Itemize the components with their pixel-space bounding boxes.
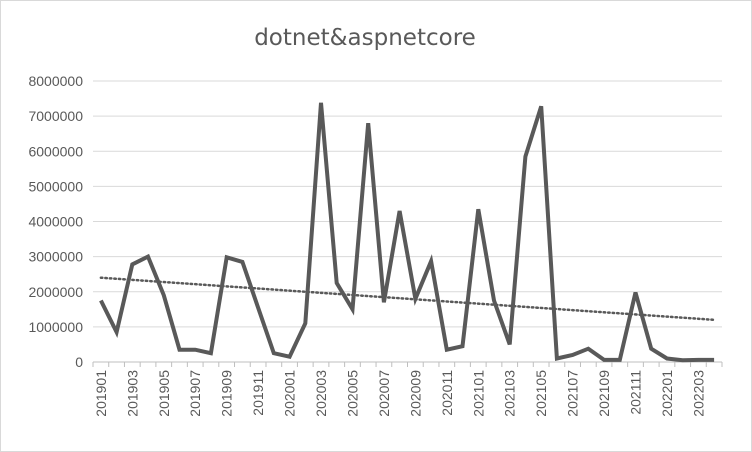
x-tick-label: 201909 <box>219 370 235 417</box>
y-tick-label: 6000000 <box>28 143 83 159</box>
y-tick-label: 1000000 <box>28 319 83 335</box>
x-tick-label: 201907 <box>187 370 203 417</box>
x-tick-label: 202005 <box>344 370 360 417</box>
x-tick-label: 202203 <box>690 370 706 417</box>
x-tick-label: 201905 <box>156 370 172 417</box>
gridlines <box>93 80 722 363</box>
x-tick-label: 201901 <box>93 370 109 417</box>
x-tick-label: 202109 <box>596 370 612 417</box>
y-tick-label: 7000000 <box>28 108 83 124</box>
x-tick-label: 202111 <box>628 370 644 415</box>
x-tick-label: 202105 <box>533 370 549 417</box>
x-tick-label: 202101 <box>470 370 486 417</box>
x-tick-label: 201903 <box>124 370 140 417</box>
x-tick-label: 201911 <box>250 370 266 416</box>
x-tick-label: 202001 <box>282 370 298 417</box>
y-tick-label: 2000000 <box>28 284 83 300</box>
y-tick-label: 8000000 <box>28 73 83 89</box>
series-group <box>99 102 715 363</box>
y-tick-label: 4000000 <box>28 214 83 230</box>
y-axis-ticks: 0 1000000 2000000 3000000 4000000 5000000 6000… <box>28 73 83 370</box>
x-tick-label: 202201 <box>659 370 675 417</box>
trendline-group <box>99 276 716 322</box>
y-tick-label: 0 <box>75 354 83 370</box>
x-tick-label: 202009 <box>407 370 423 417</box>
x-tick-label: 202007 <box>376 370 392 417</box>
y-tick-label: 5000000 <box>28 178 83 194</box>
series-line <box>99 102 715 363</box>
chart-title: dotnet&aspnetcore <box>254 25 476 51</box>
x-tick-label: 202107 <box>565 370 581 417</box>
trendline <box>99 276 716 322</box>
x-tick-label: 202011 <box>439 370 455 416</box>
x-tick-label: 202103 <box>502 370 518 417</box>
x-axis-ticks: 201901 201903 201905 201907 201909 201911 2020… <box>92 362 723 417</box>
y-tick-label: 3000000 <box>28 249 83 265</box>
x-tick-label: 202003 <box>313 370 329 417</box>
